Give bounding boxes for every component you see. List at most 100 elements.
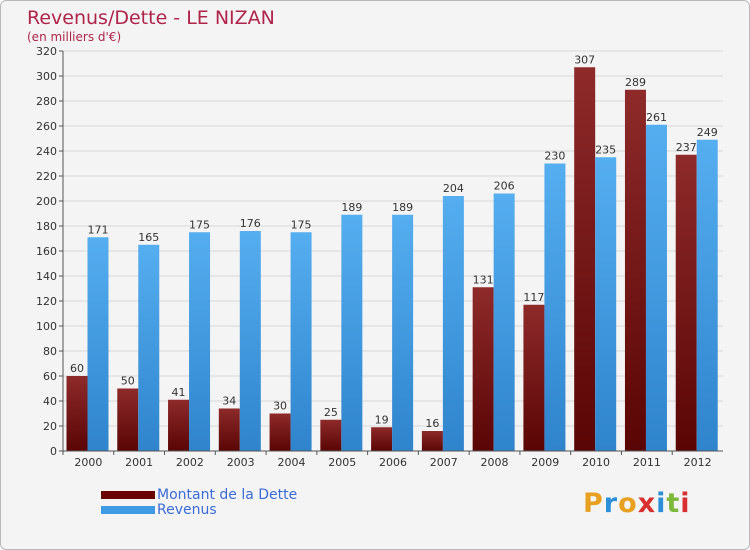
y-tick-label: 180: [36, 220, 57, 233]
legend: Montant de la Dette Revenus: [101, 486, 298, 518]
x-tick-label-2011: 2011: [633, 456, 661, 469]
debt-bar-2007: [421, 431, 443, 451]
x-tick-label-2004: 2004: [277, 456, 305, 469]
debt-label-2002: 41: [172, 386, 186, 399]
y-tick-label: 320: [36, 45, 57, 58]
x-tick-label-2000: 2000: [74, 456, 102, 469]
debt-bar-2005: [320, 419, 342, 451]
y-tick-label: 260: [36, 120, 57, 133]
debt-bar-2008: [472, 287, 494, 451]
revenue-label-2005: 189: [341, 201, 362, 214]
debt-label-2010: 307: [574, 53, 595, 66]
y-axis: 0 20 40 60 80 100 120 140 160 180 200 220 240 260 280 3…: [36, 45, 64, 458]
logo-letter: o: [618, 488, 638, 519]
logo-letter: i: [680, 488, 691, 519]
debt-label-2001: 50: [121, 375, 135, 388]
x-tick-label-2001: 2001: [125, 456, 153, 469]
debt-bar-2002: [168, 399, 190, 451]
revenue-bar-2003: [239, 231, 261, 451]
revenue-label-2008: 206: [494, 180, 515, 193]
x-tick-label-2003: 2003: [227, 456, 255, 469]
legend-label-debt: Montant de la Dette: [157, 486, 298, 503]
revenue-label-2001: 165: [138, 231, 159, 244]
debt-bar-2011: [624, 89, 646, 451]
revenue-label-2011: 261: [646, 111, 667, 124]
revenue-label-2010: 235: [595, 143, 616, 156]
legend-label-revenue: Revenus: [157, 501, 217, 518]
debt-label-2006: 19: [375, 413, 389, 426]
data-labels: 60 50 41 34 30 25 19 16 131 117 307 289 237 171 165 175…: [70, 53, 718, 430]
debt-label-2009: 117: [523, 291, 544, 304]
legend-swatch-revenue: [101, 505, 155, 514]
x-tick-label-2009: 2009: [531, 456, 559, 469]
logo-letter: i: [656, 488, 667, 519]
revenue-bar-2000: [87, 237, 109, 451]
debt-label-2007: 16: [425, 417, 439, 430]
chart-subtitle: (en milliers d'€): [27, 30, 122, 44]
y-tick-label: 0: [50, 445, 57, 458]
debt-label-2004: 30: [273, 400, 287, 413]
logo-letter: x: [637, 488, 657, 519]
y-tick-label: 20: [43, 420, 57, 433]
debt-bar-2006: [371, 427, 393, 451]
debt-label-2012: 237: [676, 141, 697, 154]
revenue-bar-2006: [392, 214, 414, 451]
logo-letter: t: [666, 488, 681, 519]
revenue-bar-2012: [696, 139, 718, 451]
y-tick-label: 100: [36, 320, 57, 333]
logo-letter: P: [583, 488, 604, 519]
debt-bar-2003: [218, 408, 240, 451]
y-tick-label: 220: [36, 170, 57, 183]
revenue-bar-2004: [290, 232, 312, 451]
revenue-bar-2005: [341, 214, 363, 451]
debt-bar-2010: [574, 67, 596, 451]
debt-label-2011: 289: [625, 76, 646, 89]
y-tick-label: 200: [36, 195, 57, 208]
x-tick-label-2012: 2012: [684, 456, 712, 469]
revenue-label-2007: 204: [443, 182, 464, 195]
chart-title: Revenus/Dette - LE NIZAN: [27, 7, 275, 29]
debt-bar-2001: [117, 388, 139, 451]
x-tick-label-2007: 2007: [430, 456, 458, 469]
bars: [66, 67, 718, 451]
x-tick-label-2010: 2010: [582, 456, 610, 469]
debt-bar-2012: [675, 154, 697, 451]
revenue-bar-2002: [189, 232, 211, 451]
debt-label-2008: 131: [473, 273, 494, 286]
x-tick-label-2005: 2005: [328, 456, 356, 469]
y-tick-label: 240: [36, 145, 57, 158]
y-tick-label: 120: [36, 295, 57, 308]
revenue-bar-2007: [442, 196, 464, 451]
revenue-label-2009: 230: [544, 150, 565, 163]
revenue-label-2000: 171: [88, 223, 109, 236]
y-tick-label: 160: [36, 245, 57, 258]
revenue-bar-2008: [493, 193, 515, 451]
y-tick-label: 80: [43, 345, 57, 358]
y-tick-label: 300: [36, 70, 57, 83]
legend-swatch-debt: [101, 490, 155, 499]
y-tick-label: 60: [43, 370, 57, 383]
revenue-label-2003: 176: [240, 217, 261, 230]
revenue-bar-2011: [645, 124, 667, 451]
x-tick-label-2008: 2008: [481, 456, 509, 469]
y-tick-label: 280: [36, 95, 57, 108]
revenue-label-2012: 249: [697, 126, 718, 139]
revenue-label-2002: 175: [189, 218, 210, 231]
x-axis: 2000 2001 2002 2003 2004 2005 2006 2007 2008 2009…: [62, 450, 723, 469]
y-tick-label: 40: [43, 395, 57, 408]
revenue-bar-2009: [544, 163, 566, 451]
legend-item-revenue: Revenus: [101, 501, 297, 518]
debt-label-2005: 25: [324, 406, 338, 419]
debt-bar-2000: [66, 376, 88, 451]
logo-letter: r: [603, 488, 619, 519]
legend-item-debt: Montant de la Dette: [101, 486, 298, 503]
debt-bar-2004: [269, 413, 291, 451]
revenue-bar-2001: [138, 244, 160, 451]
debt-label-2003: 34: [222, 395, 236, 408]
y-tick-label: 140: [36, 270, 57, 283]
x-tick-label-2006: 2006: [379, 456, 407, 469]
x-tick-label-2002: 2002: [176, 456, 204, 469]
debt-bar-2009: [523, 304, 545, 451]
